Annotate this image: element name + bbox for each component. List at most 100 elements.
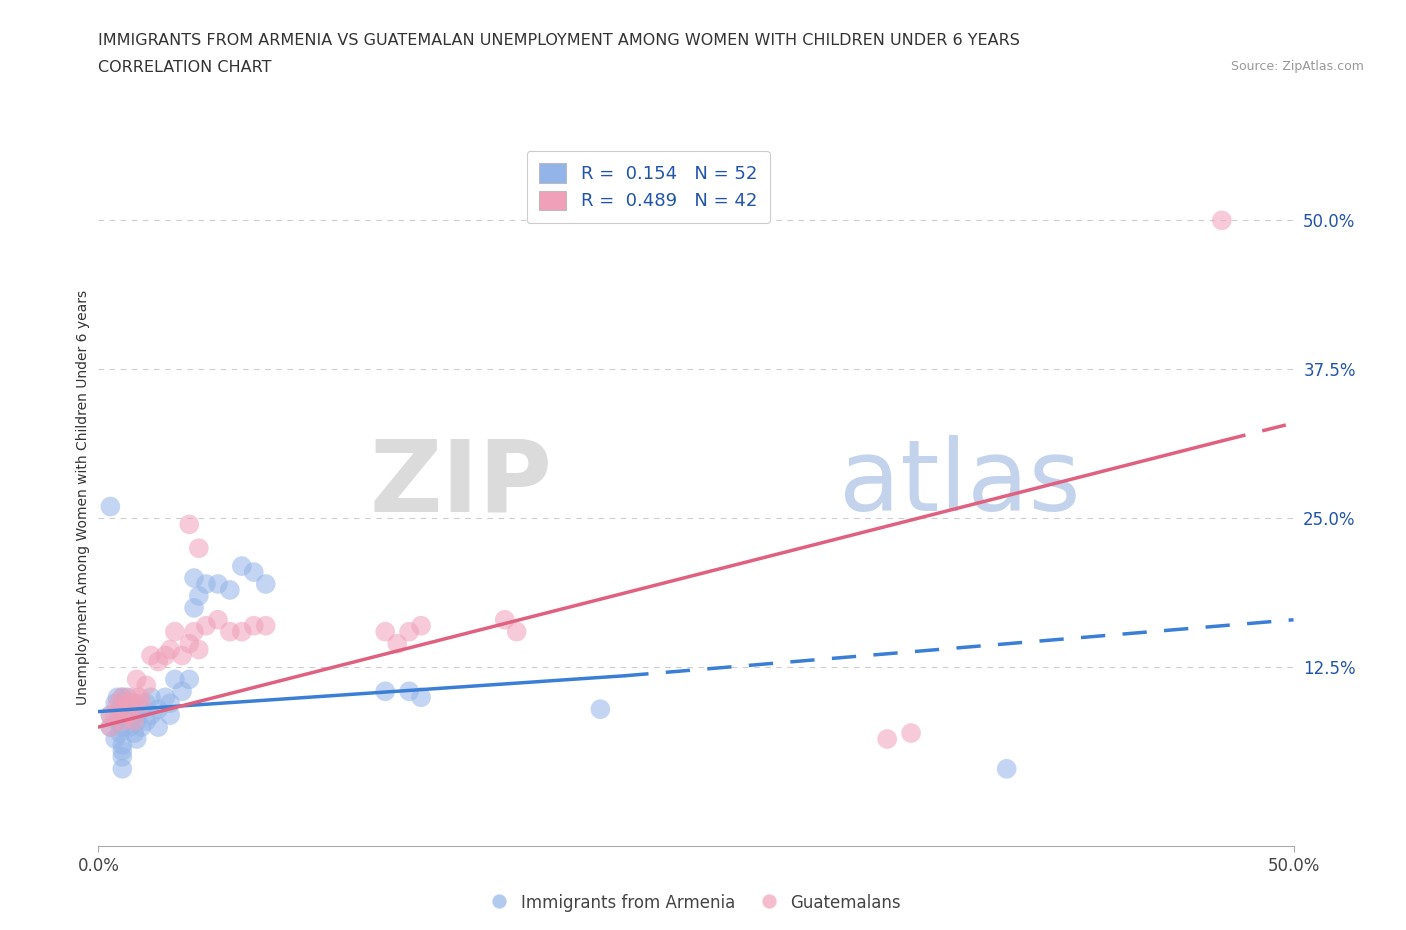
Point <box>148 654 170 669</box>
Point <box>121 696 143 711</box>
Point <box>398 624 420 639</box>
Point <box>139 708 162 723</box>
Point <box>506 624 529 639</box>
Point <box>111 762 134 777</box>
Point <box>243 618 266 633</box>
Point <box>124 696 146 711</box>
Point <box>139 648 162 663</box>
Point <box>118 702 141 717</box>
Point <box>128 690 150 705</box>
Text: CORRELATION CHART: CORRELATION CHART <box>98 60 271 75</box>
Point <box>1211 213 1233 228</box>
Text: Source: ZipAtlas.com: Source: ZipAtlas.com <box>1230 60 1364 73</box>
Point <box>411 690 433 705</box>
Point <box>115 690 138 705</box>
Point <box>111 737 134 752</box>
Point <box>179 517 201 532</box>
Point <box>254 577 277 591</box>
Point <box>98 708 122 723</box>
Point <box>111 713 134 728</box>
Point <box>124 725 146 740</box>
Point <box>207 612 229 627</box>
Point <box>131 702 153 717</box>
Point <box>411 618 433 633</box>
Point <box>187 589 209 604</box>
Point <box>219 624 242 639</box>
Point <box>163 672 186 687</box>
Point <box>219 582 242 597</box>
Point <box>98 720 122 735</box>
Point <box>124 713 146 728</box>
Point <box>183 601 205 616</box>
Text: atlas: atlas <box>839 435 1081 532</box>
Point <box>125 732 148 747</box>
Text: IMMIGRANTS FROM ARMENIA VS GUATEMALAN UNEMPLOYMENT AMONG WOMEN WITH CHILDREN UND: IMMIGRANTS FROM ARMENIA VS GUATEMALAN UN… <box>98 33 1021 47</box>
Point <box>115 708 138 723</box>
Point <box>108 702 131 717</box>
Point <box>111 690 134 705</box>
Point <box>876 732 898 747</box>
Point <box>108 702 131 717</box>
Text: ZIP: ZIP <box>370 435 553 532</box>
Point <box>135 713 157 728</box>
Point <box>104 708 127 723</box>
Point <box>131 696 153 711</box>
Point <box>187 540 209 555</box>
Point <box>398 684 420 698</box>
Point <box>111 690 134 705</box>
Point <box>107 690 129 705</box>
Point <box>98 499 122 514</box>
Point <box>231 559 253 574</box>
Point <box>135 696 157 711</box>
Point <box>159 642 181 657</box>
Point <box>148 720 170 735</box>
Point <box>121 690 143 705</box>
Point <box>374 684 396 698</box>
Point <box>194 577 218 591</box>
Point <box>995 762 1018 777</box>
Point <box>98 720 122 735</box>
Point <box>589 702 612 717</box>
Point <box>374 624 396 639</box>
Point <box>125 672 148 687</box>
Point <box>148 702 170 717</box>
Point <box>243 565 266 579</box>
Point <box>139 690 162 705</box>
Point <box>125 713 148 728</box>
Point <box>172 648 194 663</box>
Point <box>111 743 134 758</box>
Point <box>194 618 218 633</box>
Point <box>231 624 253 639</box>
Point <box>104 732 127 747</box>
Point <box>494 612 516 627</box>
Point <box>107 713 129 728</box>
Point <box>118 720 141 735</box>
Point <box>115 696 138 711</box>
Point <box>111 720 134 735</box>
Point <box>111 750 134 764</box>
Y-axis label: Unemployment Among Women with Children Under 6 years: Unemployment Among Women with Children U… <box>76 290 90 705</box>
Point <box>254 618 277 633</box>
Point <box>207 577 229 591</box>
Point <box>187 642 209 657</box>
Point <box>104 696 127 711</box>
Point <box>118 708 141 723</box>
Point <box>108 725 131 740</box>
Point <box>900 725 922 740</box>
Point <box>155 690 177 705</box>
Point <box>98 708 122 723</box>
Point <box>179 672 201 687</box>
Point <box>172 684 194 698</box>
Point <box>159 696 181 711</box>
Point <box>179 636 201 651</box>
Point <box>135 678 157 693</box>
Legend: Immigrants from Armenia, Guatemalans: Immigrants from Armenia, Guatemalans <box>484 887 908 918</box>
Point <box>163 624 186 639</box>
Point <box>385 636 409 651</box>
Point <box>107 696 129 711</box>
Point <box>183 624 205 639</box>
Point <box>183 571 205 586</box>
Point <box>155 648 177 663</box>
Point <box>131 720 153 735</box>
Point <box>124 708 146 723</box>
